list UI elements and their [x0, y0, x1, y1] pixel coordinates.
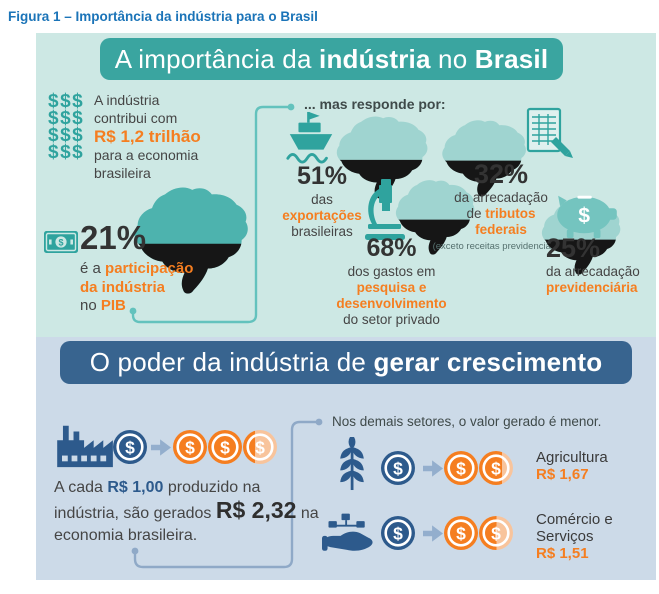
stat-social-security: 25% da arrecadação previdenciária — [546, 235, 654, 296]
stat-line: brasileiras — [291, 224, 353, 239]
stat-federal-taxes: 32% da arrecadação de tributos federais … — [426, 159, 576, 253]
gdp-line: é a participação — [80, 260, 194, 277]
figure-caption: Figura 1 – Importância da indústria para… — [8, 9, 318, 24]
stat-line: federais — [475, 222, 527, 237]
gdp-share-value: 21% — [80, 219, 147, 256]
money-row: $$$ — [48, 142, 85, 163]
svg-text:$: $ — [220, 438, 230, 458]
contribution-line: para a economia — [94, 147, 199, 163]
stat-line: exportações — [282, 208, 362, 223]
contribution-line: A indústria — [94, 92, 160, 108]
stat-value: 68% — [366, 234, 417, 262]
top-banner-text-bold2: Brasil — [474, 43, 549, 74]
sector-value: R$ 1,51 — [536, 545, 589, 562]
infographic: A importância da indústria no Brasil $$$… — [36, 33, 656, 580]
contribution-highlight: R$ 1,2 trilhão — [94, 127, 201, 146]
stat-line: dos gastos em — [347, 264, 436, 279]
sector-name: Agricultura — [536, 449, 608, 466]
svg-text:$: $ — [255, 438, 265, 458]
svg-text:$: $ — [456, 459, 466, 479]
top-banner-text-mid: no — [430, 43, 475, 74]
arrow-icon — [151, 439, 171, 456]
top-banner-text-bold1: indústria — [319, 43, 431, 74]
industry-output-value: R$ 2,32 — [215, 497, 297, 523]
svg-text:$: $ — [125, 438, 135, 458]
svg-text:$: $ — [491, 524, 501, 544]
wheat-icon — [340, 437, 364, 491]
stat-line: da arrecadação — [546, 264, 640, 279]
arrow-icon — [423, 460, 443, 477]
svg-text:$: $ — [393, 524, 403, 544]
gdp-share-text: é a participação da indústria no PIB — [80, 260, 215, 316]
stat-value: 51% — [296, 162, 348, 190]
banknote-icon: $ — [44, 231, 78, 253]
coin-icon-orange-partial: $ — [478, 450, 514, 486]
microscope-icon — [365, 179, 405, 240]
svg-text:$: $ — [578, 205, 590, 228]
coin-icon-orange: $ — [172, 429, 208, 465]
other-sectors-label: Nos demais setores, o valor gerado é men… — [332, 414, 602, 429]
gdp-line: da indústria — [80, 278, 166, 296]
svg-text:$: $ — [393, 459, 403, 479]
stat-line: previdenciária — [546, 280, 638, 295]
industry-multiplier-text: A cada R$ 1,00 produzido na indústria, s… — [54, 479, 319, 544]
money-stack-icon: $$$ $$$ $$$ $$$ — [48, 91, 85, 163]
stat-line: das — [311, 192, 333, 207]
bottom-banner: O poder da indústria de gerar cresciment… — [60, 341, 632, 384]
stat-note: (exceto receitas previdenciárias) — [432, 241, 570, 252]
responds-label: ... mas responde por: — [304, 96, 446, 112]
stat-line: pesquisa e — [356, 280, 427, 295]
money-row: $$$ — [48, 108, 85, 129]
stat-value: 32% — [473, 159, 529, 189]
stat-exports: 51% das exportações brasileiras — [266, 163, 378, 240]
ship-icon — [286, 111, 333, 164]
stat-value: 25% — [546, 233, 601, 263]
stat-line: da arrecadação — [454, 190, 548, 205]
contribution-text: A indústria contribui com R$ 1,2 trilhão… — [94, 92, 259, 182]
coin-icon-orange: $ — [443, 515, 479, 551]
coin-icon-orange-partial: $ — [242, 429, 278, 465]
bottom-banner-text-pre: O poder da indústria de — [89, 347, 374, 377]
svg-text:$: $ — [456, 524, 466, 544]
coin-icon-orange-partial: $ — [478, 515, 514, 551]
bottom-banner-text-bold: gerar crescimento — [373, 347, 603, 377]
connector-dot — [315, 418, 323, 426]
stat-line: de tributos — [466, 206, 536, 221]
bottom-section: O poder da indústria de gerar cresciment… — [36, 337, 656, 580]
money-row: $$$ — [48, 91, 85, 112]
svg-text:$: $ — [185, 438, 195, 458]
coin-icon-orange: $ — [443, 450, 479, 486]
arrow-icon — [423, 525, 443, 542]
piggy-bank-icon: $ — [557, 195, 617, 239]
tax-form-icon — [526, 107, 573, 158]
contribution-line: brasileira — [94, 164, 151, 181]
sector-commerce-services: Comércio e Serviços R$ 1,51 — [536, 511, 631, 562]
contribution-line: contribui com — [94, 109, 178, 126]
industry-input-value: R$ 1,00 — [107, 479, 164, 496]
money-row: $$$ — [48, 125, 85, 146]
sector-agriculture: Agricultura R$ 1,67 — [536, 449, 636, 483]
coin-icon-blue: $ — [380, 515, 416, 551]
factory-icon — [57, 425, 113, 468]
gdp-line: no PIB — [80, 297, 126, 314]
stat-line: desenvolvimento — [336, 296, 447, 311]
svg-text:$: $ — [58, 238, 63, 248]
sector-value: R$ 1,67 — [536, 466, 589, 483]
top-banner: A importância da indústria no Brasil — [100, 38, 563, 80]
sector-name: Comércio e Serviços — [536, 511, 613, 545]
connector-dot — [131, 547, 139, 555]
top-banner-text-pre: A importância da — [114, 43, 320, 74]
top-section: A importância da indústria no Brasil $$$… — [36, 33, 656, 337]
coin-icon-blue: $ — [112, 429, 148, 465]
stat-research-development: 68% dos gastos em pesquisa e desenvolvim… — [324, 235, 459, 328]
svg-text:$: $ — [491, 459, 501, 479]
coin-icon-orange: $ — [207, 429, 243, 465]
stat-line: do setor privado — [343, 312, 440, 327]
hand-commerce-icon — [322, 513, 373, 551]
coin-icon-blue: $ — [380, 450, 416, 486]
